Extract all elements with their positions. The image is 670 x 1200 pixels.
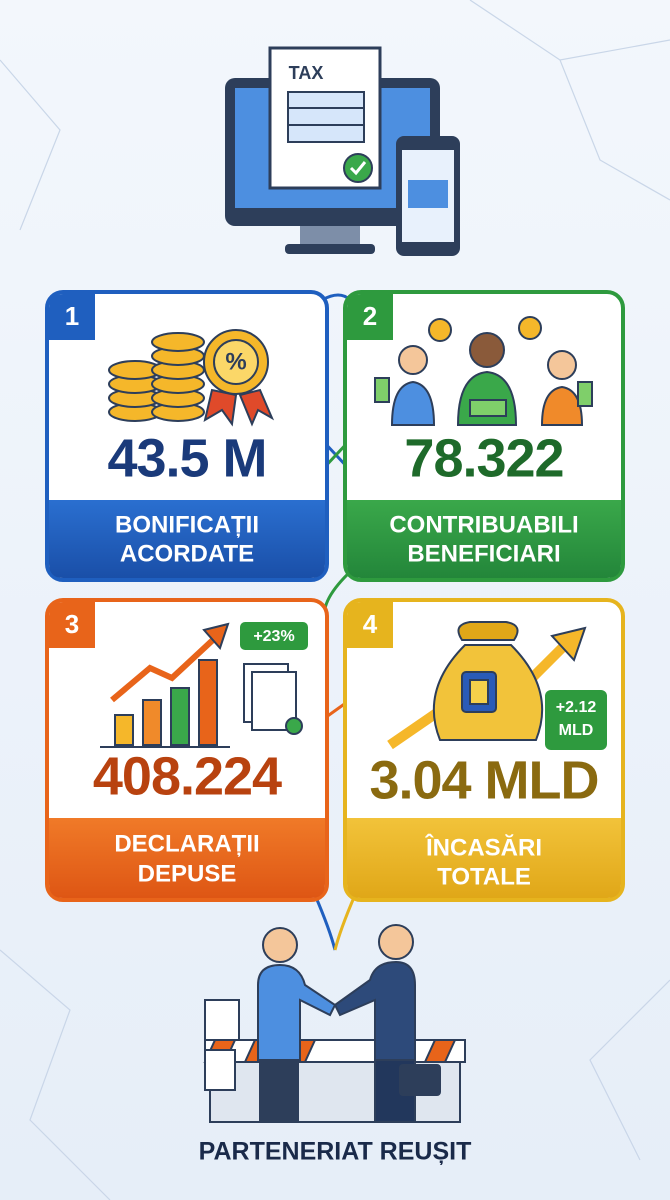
illustration-circle [262,927,298,963]
illustration-rect [204,999,240,1041]
illustration-circle [547,350,577,380]
handshake-illustration [203,924,466,1123]
card-label: BENEFICIARI [407,540,560,567]
illustration-path [333,894,357,951]
illustration-rect [198,659,218,746]
footer-title: PARTENERIAT REUȘIT [199,1138,472,1166]
illustration-path [49,500,325,578]
illustration-rect [469,679,489,705]
illustration-rect [285,244,375,254]
card-label: DEPUSE [138,860,237,887]
illustration-path [333,960,416,1061]
illustration-polygon [550,626,587,662]
illustration-path [347,294,393,340]
illustration-polyline [559,59,670,201]
illustration-rect [399,1064,441,1096]
card: 2 78.322 CONTRIBUABILI BENEFICIARI [343,290,625,582]
percent-icon: % [225,348,246,375]
illustration-path [540,385,584,426]
badge-text: MLD [559,722,594,739]
illustration-circle [518,316,542,340]
illustration-rect [408,180,448,208]
growth-chart-icon [100,622,303,748]
illustration-path [49,294,95,340]
illustration-path [457,621,519,641]
computer-illustration: TAX [225,46,460,256]
card-label: TOTALE [437,863,531,890]
badge-text: +23% [253,628,294,645]
illustration-polyline [110,635,218,703]
illustration-rect [204,1049,236,1091]
illustration-path [347,602,393,648]
card-value: 408.224 [93,746,282,806]
illustration-circle [398,345,428,375]
illustration-rect [142,699,162,746]
illustration-circle [469,332,505,368]
badge [240,622,308,650]
illustration-path [347,500,621,578]
illustration-path [390,380,436,426]
badge [545,690,607,750]
money-bag-icon [387,621,587,750]
illustration-polyline [0,59,61,231]
card: 1 % 43.5 M BONIFICAȚII ACORDATE [45,290,329,582]
card-label: BONIFICAȚII [115,511,259,538]
card-label: ÎNCASĂRI [425,833,542,861]
card-label: CONTRIBUABILI [389,511,578,538]
illustration-polyline [349,161,367,176]
illustration-ellipse [151,332,205,352]
illustration-circle [428,318,452,342]
illustration-rect [577,381,593,407]
illustration-path [347,818,621,898]
illustration-rect [300,226,360,246]
illustration-path [49,602,95,648]
coins-icon [108,329,275,427]
badge-text: +2.12 [556,699,597,716]
illustration-polyline [0,949,111,1200]
illustration-path [238,388,275,427]
illustration-rect [114,714,134,746]
illustration-circle [343,153,373,183]
card-value: 3.04 MLD [369,750,598,810]
card-label: ACORDATE [120,540,254,567]
card-label: DECLARAȚII [114,830,259,857]
illustration-circle [213,339,259,385]
illustration-circle [285,717,303,735]
card-number: 3 [65,609,79,639]
card-value: 78.322 [404,428,563,488]
illustration-rect [287,91,365,143]
card-value: 43.5 M [107,428,266,488]
tax-label: TAX [289,63,324,83]
illustration-path [49,818,325,898]
illustration-path [257,963,337,1061]
card: 4 +2.12 MLD 3.04 MLD ÎNCASĂRI TOTALE [343,598,625,902]
card-number: 4 [363,609,378,639]
illustration-circle [378,924,414,960]
card: 3 +23% 408.224 DECLARAȚII DEPUSE [45,598,329,902]
illustration-rect [469,399,507,417]
illustration-rect [170,687,190,746]
people-icon [374,316,593,426]
illustration-polyline [589,979,670,1161]
illustration-rect [374,377,390,403]
card-number: 2 [363,301,377,331]
illustration-polygon [202,622,230,650]
card-number: 1 [65,301,79,331]
illustration-rect [259,1059,299,1123]
